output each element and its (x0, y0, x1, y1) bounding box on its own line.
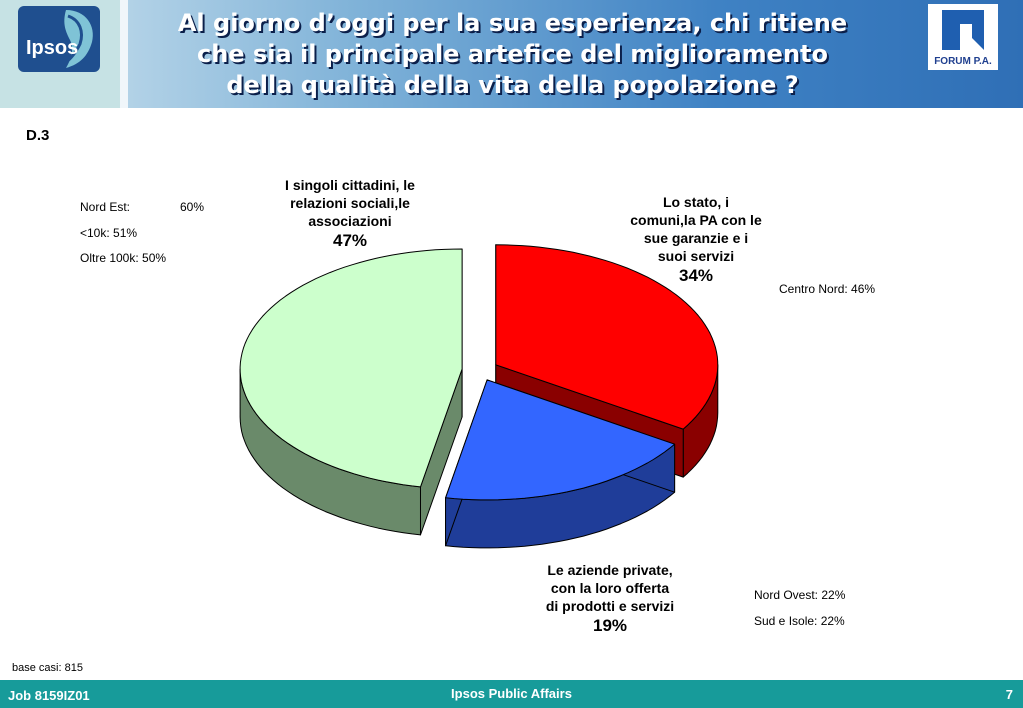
slice-label-stato-line-4: suoi servizi (657, 248, 735, 264)
header-banner (0, 0, 1023, 108)
note-nord-est-label: Nord Est: (80, 200, 131, 214)
forum-pa-logo: FORUM P.A. (934, 10, 992, 67)
pie-slice-stato (495, 244, 719, 430)
slice-value-aziende: 19% (592, 616, 628, 635)
note-small-towns: <10k: 51% (80, 226, 138, 240)
slice-label-stato-line-3: sue garanzie e i (643, 230, 749, 246)
ipsos-logo-area: Ipsos (0, 0, 120, 108)
pie-slice-aziende (445, 379, 676, 501)
forum-pa-logo-area: FORUM P.A. (928, 4, 998, 70)
note-nord-ovest: Nord Ovest: 22% (754, 588, 846, 602)
slice-label-stato: Lo stato, i comuni,la PA con le sue gara… (606, 193, 786, 287)
ipsos-logo: Ipsos (18, 6, 100, 72)
slice-label-cittadini-line-3: associazioni (308, 213, 392, 229)
slice-label-cittadini-line-1: I singoli cittadini, le (285, 177, 415, 193)
title-line-1: Al giorno d’oggi per la sua esperienza, … (177, 9, 848, 37)
slice-label-aziende-line-2: con la loro offerta (550, 580, 670, 596)
slice-label-aziende-line-3: di prodotti e servizi (545, 598, 675, 614)
slice-label-stato-line-2: comuni,la PA con le (630, 212, 762, 228)
slice-label-aziende: Le aziende private, con la loro offerta … (520, 561, 700, 637)
base-cases: base casi: 815 (12, 662, 83, 674)
slice-label-stato-line-1: Lo stato, i (662, 194, 730, 210)
note-nord-est-value: 60% (180, 200, 205, 214)
pie-slice-cittadini (239, 248, 463, 488)
title-line-3: della qualità della vita della popolazio… (226, 71, 799, 99)
forum-pa-logo-text: FORUM P.A. (934, 56, 992, 67)
ipsos-logo-text: Ipsos (26, 37, 78, 59)
footer-company: Ipsos Public Affairs (451, 686, 572, 701)
footer-job-number: Job 8159IZ01 (8, 688, 90, 703)
slice-label-cittadini-line-2: relazioni sociali,le (290, 195, 410, 211)
title-line-2: che sia il principale artefice del migli… (196, 40, 829, 68)
footer-page-number: 7 (1005, 687, 1013, 702)
question-code: D.3 (26, 127, 50, 144)
footer-bar: Job 8159IZ01 Ipsos Public Affairs 7 (0, 680, 1023, 708)
slice-label-cittadini: I singoli cittadini, le relazioni social… (255, 176, 445, 252)
page-title: Al giorno d’oggi per la sua esperienza, … (140, 8, 885, 101)
note-sud-isole: Sud e Isole: 22% (754, 614, 845, 628)
slice-label-aziende-line-1: Le aziende private, (547, 562, 673, 578)
note-large-towns: Oltre 100k: 50% (80, 251, 167, 265)
slice-value-stato: 34% (678, 266, 714, 285)
note-centro-nord: Centro Nord: 46% (779, 282, 876, 296)
slice-value-cittadini: 47% (332, 231, 368, 250)
header-separator (120, 0, 128, 108)
